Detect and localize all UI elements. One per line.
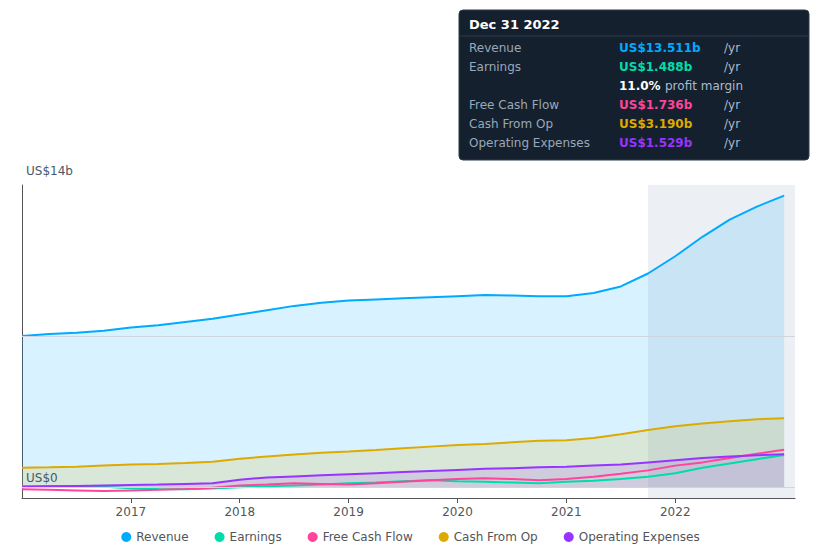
svg-text:2020: 2020 (442, 505, 473, 519)
svg-text:/yr: /yr (724, 98, 740, 112)
svg-text:Earnings: Earnings (469, 60, 521, 74)
svg-text:US$14b: US$14b (26, 164, 73, 178)
svg-text:profit margin: profit margin (665, 79, 743, 93)
svg-text:2021: 2021 (551, 505, 582, 519)
svg-text:Earnings: Earnings (230, 530, 282, 544)
svg-text:2018: 2018 (224, 505, 255, 519)
svg-text:Cash From Op: Cash From Op (469, 117, 553, 131)
svg-text:Free Cash Flow: Free Cash Flow (469, 98, 559, 112)
svg-text:11.0%: 11.0% (619, 79, 661, 93)
svg-text:US$1.488b: US$1.488b (619, 60, 693, 74)
svg-text:US$0: US$0 (26, 471, 58, 485)
svg-text:2019: 2019 (333, 505, 364, 519)
svg-text:Revenue: Revenue (136, 530, 188, 544)
svg-text:US$1.736b: US$1.736b (619, 98, 693, 112)
svg-text:US$13.511b: US$13.511b (619, 41, 701, 55)
svg-text:Dec 31 2022: Dec 31 2022 (469, 17, 560, 32)
svg-text:Operating Expenses: Operating Expenses (579, 530, 700, 544)
svg-text:/yr: /yr (724, 60, 740, 74)
svg-text:2022: 2022 (660, 505, 691, 519)
svg-text:Revenue: Revenue (469, 41, 521, 55)
svg-text:US$3.190b: US$3.190b (619, 117, 693, 131)
svg-text:Free Cash Flow: Free Cash Flow (323, 530, 413, 544)
svg-text:/yr: /yr (724, 136, 740, 150)
svg-text:/yr: /yr (724, 117, 740, 131)
svg-text:Operating Expenses: Operating Expenses (469, 136, 590, 150)
svg-text:2017: 2017 (116, 505, 147, 519)
svg-text:Cash From Op: Cash From Op (454, 530, 538, 544)
svg-text:US$1.529b: US$1.529b (619, 136, 693, 150)
svg-text:/yr: /yr (724, 41, 740, 55)
